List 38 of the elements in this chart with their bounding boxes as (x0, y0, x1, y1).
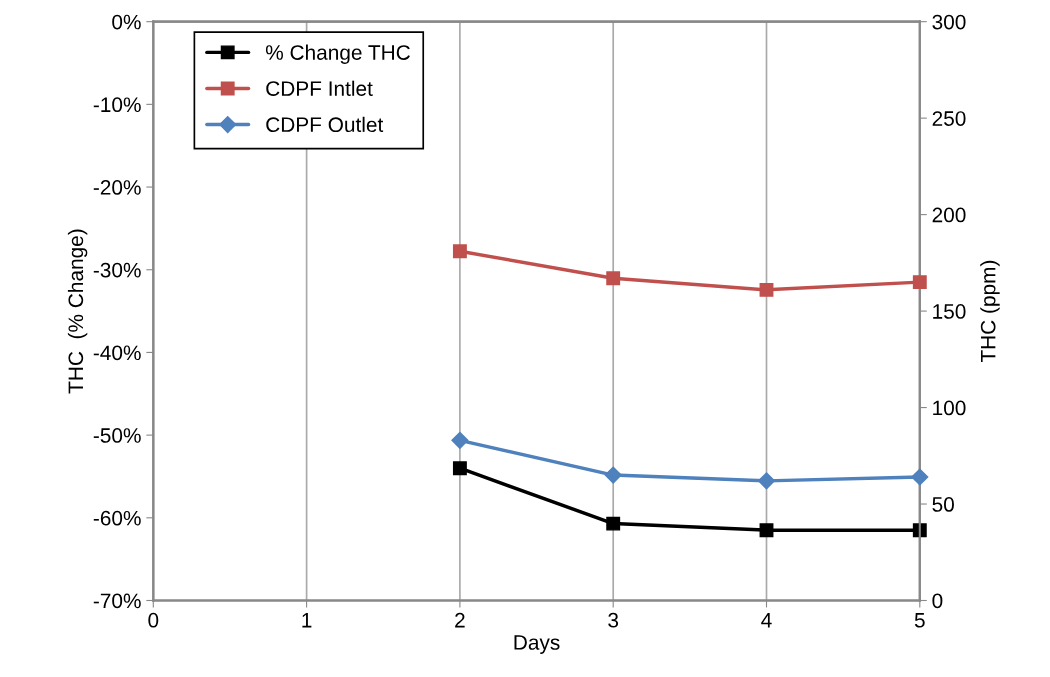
x-tick-label: 4 (761, 613, 772, 628)
point (452, 244, 467, 259)
point (759, 523, 774, 538)
y2-tick-label: 50 (932, 497, 954, 512)
legend-label: % Change THC (265, 44, 410, 64)
y-tick-label: -10% (93, 97, 141, 113)
x-tick-label: 5 (914, 613, 925, 628)
x-tick-label: 1 (302, 613, 312, 628)
x-tick-label: 3 (608, 612, 619, 628)
y-tick-label: -30% (93, 262, 141, 278)
x-axis-title: Days (514, 635, 560, 654)
point (606, 271, 621, 286)
point (911, 468, 929, 486)
point (452, 461, 467, 476)
point (759, 282, 774, 297)
y-tick-label: -70% (93, 593, 141, 609)
legend-label: CDPF Intlet (266, 80, 373, 96)
point (912, 275, 927, 290)
y2-tick-label: 100 (933, 400, 966, 416)
x-tick-label: 2 (455, 612, 465, 628)
x-tick-label: 0 (148, 612, 159, 628)
point (606, 516, 621, 531)
y-axis-title: THC (% Change) (67, 229, 88, 394)
y2-axis-title: THC (ppm) (980, 260, 1000, 363)
y-tick-label: -20% (93, 180, 141, 195)
y2-tick-label: 0 (932, 593, 943, 609)
y2-tick-label: 150 (933, 304, 966, 319)
y-tick-label: 0% (112, 14, 141, 30)
point (451, 431, 469, 449)
y-tick-label: -60% (93, 510, 141, 526)
y-tick-label: -50% (93, 428, 141, 443)
point (604, 466, 622, 484)
y2-tick-label: 200 (932, 207, 966, 223)
y-tick-label: -40% (93, 345, 141, 361)
y2-tick-label: 300 (932, 14, 966, 30)
point (757, 472, 776, 490)
legend-label: CDPF Outlet (266, 116, 384, 133)
y2-tick-label: 250 (932, 111, 966, 126)
